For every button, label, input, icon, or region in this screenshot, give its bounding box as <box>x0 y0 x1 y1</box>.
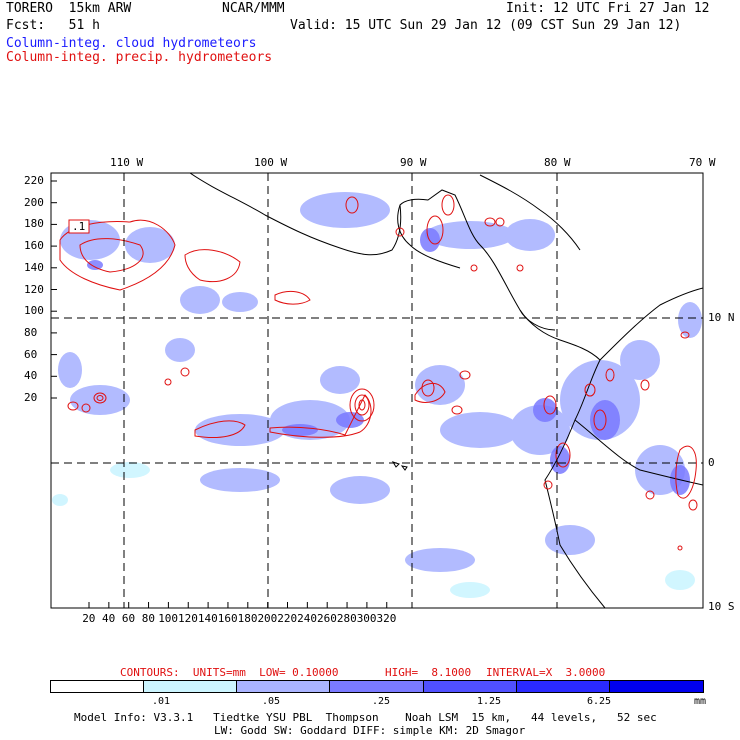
y-tick-label: 180 <box>24 217 44 231</box>
y-tick-label: 80 <box>24 325 38 339</box>
x-tick-label: 200 <box>257 612 278 625</box>
graticule <box>51 173 703 608</box>
y-tick-label: 100 <box>24 304 44 318</box>
x-tick-label: 180 <box>237 612 258 625</box>
model-info: Model Info: V3.3.1 Tiedtke YSU PBL Thomp… <box>74 711 657 724</box>
x-tick-label: 280 <box>336 612 357 625</box>
x-tick-label: 240 <box>297 612 318 625</box>
forecast-hour: Fcst: 51 h <box>6 18 100 33</box>
plot-frame <box>50 172 704 609</box>
y-tick-label: 120 <box>24 282 44 296</box>
y-tick-label: 140 <box>24 260 44 274</box>
model-name: TORERO 15km ARW <box>6 1 132 16</box>
legend-swatch <box>49 680 146 693</box>
y-tick-label: 200 <box>24 195 44 209</box>
x-tick-label: 160 <box>217 612 238 625</box>
legend-label-001: .01 <box>152 696 171 707</box>
y-tick-label: 160 <box>24 239 44 253</box>
x-tick-label: 80 <box>141 612 155 625</box>
organization: NCAR/MMM <box>222 1 285 16</box>
x-tick-label: 60 <box>121 612 136 625</box>
contour-label: .1 <box>72 220 86 233</box>
x-tick-label: 40 <box>102 612 116 625</box>
legend-label-025: .25 <box>372 696 391 707</box>
x-tick-label: 20 <box>82 612 96 625</box>
lat-label-10n: 10 N <box>708 311 735 324</box>
field-precip-title: Column-integ. precip. hydrometeors <box>6 50 273 65</box>
lon-label-70w: 70 W <box>689 156 716 169</box>
contour-info-units: CONTOURS: UNITS=mm LOW= 0.10000 <box>120 666 339 679</box>
legend-swatch <box>329 680 425 693</box>
field-cloud-title: Column-integ. cloud hydrometeors <box>6 36 257 51</box>
axis-ticks <box>51 180 388 608</box>
legend-swatch <box>422 680 518 693</box>
lon-label-110w: 110 W <box>110 156 144 169</box>
y-tick-label: 40 <box>24 369 38 383</box>
contour-info-interval: INTERVAL=X 3.0000 <box>486 666 606 679</box>
cloud-shading <box>52 192 702 598</box>
legend-swatch <box>143 680 239 693</box>
lon-label-80w: 80 W <box>544 156 571 169</box>
x-tick-label: 220 <box>277 612 298 625</box>
legend-label-125: 1.25 <box>477 696 502 707</box>
y-tick-label: 20 <box>24 391 38 404</box>
x-tick-label: 120 <box>178 612 198 625</box>
legend-swatch <box>608 680 704 693</box>
legend-swatch <box>515 680 611 693</box>
x-tick-label: 260 <box>317 612 337 625</box>
y-tick-label: 220 <box>24 174 44 187</box>
legend-swatch <box>236 680 332 693</box>
legend-units: mm <box>694 696 707 707</box>
legend-label-005: .05 <box>262 696 281 707</box>
lon-label-100w: 100 W <box>254 156 288 169</box>
init-time: Init: 12 UTC Fri 27 Jan 12 <box>506 1 710 16</box>
lon-label-90w: 90 W <box>400 156 427 169</box>
physics-info: LW: Godd SW: Goddard DIFF: simple KM: 2D… <box>214 724 526 737</box>
precip-contours <box>59 194 698 551</box>
contour-label-box <box>68 219 90 234</box>
x-tick-label: 140 <box>197 612 218 625</box>
lat-label-0: 0 <box>708 456 715 469</box>
y-tick-label: 60 <box>24 347 38 361</box>
valid-time: Valid: 15 UTC Sun 29 Jan 12 (09 CST Sun … <box>290 18 682 33</box>
lat-label-10s: 10 S <box>708 600 735 613</box>
coastlines <box>189 173 703 608</box>
x-tick-label: 300 <box>356 612 377 625</box>
x-tick-label: 320 <box>376 612 397 625</box>
legend-label-625: 6.25 <box>587 696 612 707</box>
contour-info-high: HIGH= 8.1000 <box>385 666 472 679</box>
x-tick-label: 100 <box>158 612 179 625</box>
